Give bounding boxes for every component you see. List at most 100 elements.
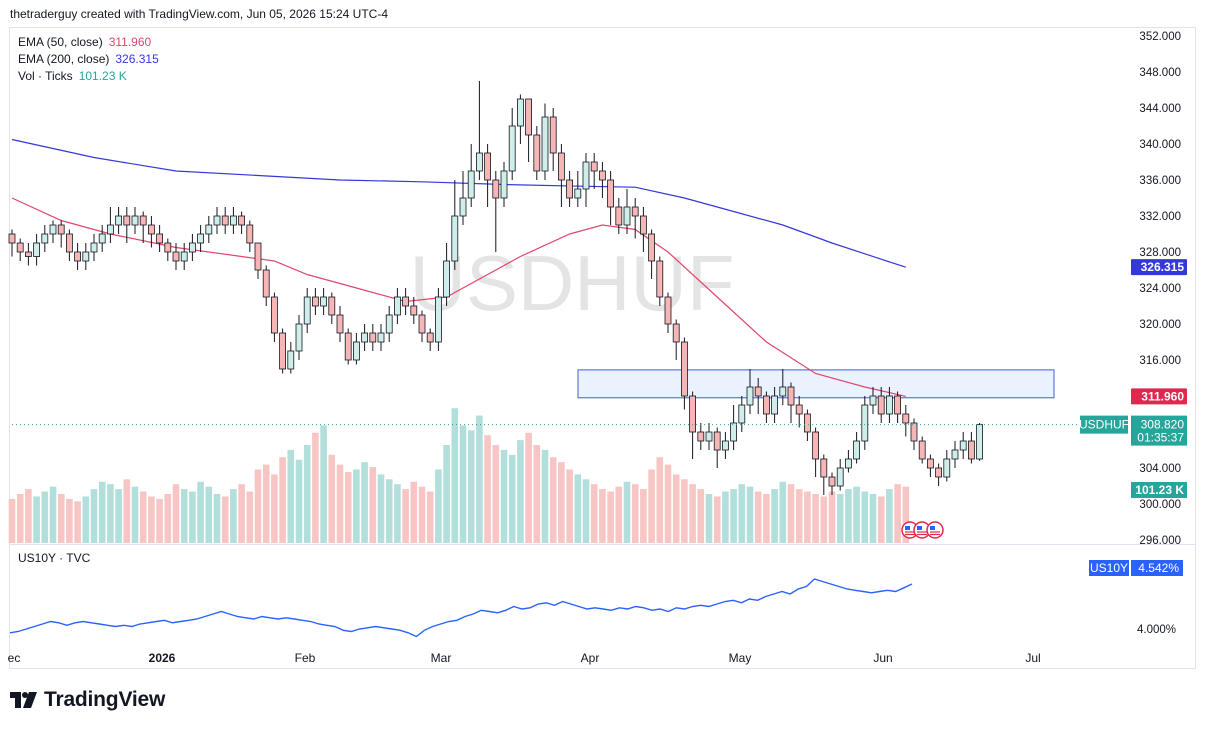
- candle-body: [508, 125, 516, 172]
- symbol-watermark: USDHUF: [410, 239, 735, 327]
- candle-body: [590, 161, 598, 172]
- y-tick-label: 336.000: [1139, 175, 1181, 187]
- candle: [779, 369, 787, 405]
- candle-body: [16, 242, 24, 253]
- volume-badge-bg: [1131, 482, 1187, 498]
- legend-volume-label: Vol · Ticks: [18, 69, 73, 83]
- candle-body: [771, 395, 778, 415]
- candle-body: [763, 395, 770, 415]
- candle: [492, 171, 500, 252]
- us10y-legend[interactable]: US10Y · TVC: [18, 551, 91, 565]
- volume-bar: [230, 489, 237, 543]
- candle: [517, 94, 524, 144]
- candle: [24, 243, 32, 266]
- volume-bar: [574, 474, 582, 543]
- candle-body: [976, 424, 983, 460]
- candle-body: [558, 152, 565, 181]
- candle-body: [434, 296, 442, 343]
- candle: [16, 238, 24, 261]
- candle-body: [959, 440, 967, 451]
- candle-body: [943, 458, 951, 478]
- volume-bar: [90, 489, 98, 543]
- volume-bar: [722, 491, 729, 543]
- candle: [533, 126, 541, 180]
- us-flag-event-icon[interactable]: [913, 521, 931, 539]
- candle: [861, 396, 869, 450]
- candle-body: [951, 449, 959, 460]
- candle-body: [393, 296, 401, 316]
- candle: [188, 234, 196, 261]
- candle: [722, 432, 729, 459]
- us-flag-event-icon[interactable]: [926, 521, 944, 539]
- x-tick-label: 2026: [149, 651, 176, 665]
- candle: [541, 103, 549, 180]
- y-tick-label: 332.000: [1139, 211, 1181, 223]
- volume-bar: [131, 486, 139, 543]
- candle: [845, 450, 852, 473]
- volume-bar: [262, 464, 270, 543]
- candle-body: [336, 314, 344, 334]
- candle: [886, 387, 893, 423]
- candle-body: [697, 431, 705, 442]
- symbol-badge-bg: [1080, 415, 1128, 434]
- candle: [664, 292, 672, 333]
- tradingview-logo[interactable]: TradingView: [10, 688, 165, 712]
- candle-body: [139, 215, 147, 226]
- candle: [713, 427, 721, 468]
- candle: [57, 220, 65, 248]
- us-flag-event-icon[interactable]: [901, 521, 919, 539]
- candle-body: [369, 332, 377, 343]
- candle-body: [918, 440, 926, 460]
- volume-bar: [738, 484, 746, 543]
- candle: [172, 243, 180, 270]
- candle: [459, 171, 467, 225]
- volume-badge: 101.23 K: [1131, 482, 1187, 498]
- candle-body: [33, 242, 40, 257]
- volume-bar: [599, 489, 606, 543]
- candle-body: [475, 152, 483, 172]
- candle: [754, 378, 762, 414]
- volume-bar: [426, 491, 434, 543]
- legend-volume[interactable]: Vol · Ticks 101.23 K: [18, 68, 159, 85]
- candle-body: [311, 296, 319, 307]
- volume-bar: [549, 457, 557, 543]
- candle: [451, 180, 459, 270]
- candle: [361, 324, 369, 351]
- volume-bar: [517, 440, 524, 543]
- us10y-line: [9, 578, 913, 638]
- candle: [631, 198, 639, 239]
- candle-body: [287, 350, 295, 370]
- candle-body: [131, 215, 139, 226]
- candle: [254, 242, 262, 279]
- candle-body: [836, 467, 844, 487]
- resistance-zone[interactable]: [577, 369, 1055, 399]
- y-tick-label: 340.000: [1139, 139, 1181, 151]
- candle: [910, 418, 918, 450]
- candle: [443, 243, 451, 306]
- candle-body: [828, 476, 836, 487]
- candle-body: [845, 458, 852, 469]
- candle-body: [385, 314, 393, 334]
- volume-bar: [754, 491, 762, 543]
- legend-ema50-label: EMA (50, close): [18, 35, 103, 49]
- volume-bar: [476, 415, 483, 543]
- candle: [607, 171, 614, 225]
- volume-bar: [771, 489, 778, 543]
- candle-body: [738, 404, 746, 424]
- volume-bar: [795, 489, 803, 543]
- candle: [820, 454, 828, 495]
- candle-body: [525, 98, 532, 136]
- volume-bar: [287, 449, 295, 543]
- candle: [369, 324, 377, 351]
- candle: [295, 315, 303, 360]
- legend-ema50[interactable]: EMA (50, close) 311.960: [18, 34, 159, 51]
- candle: [508, 108, 516, 180]
- legend-ema200[interactable]: EMA (200, close) 326.315: [18, 51, 159, 68]
- volume-bar: [238, 484, 245, 543]
- candle: [328, 292, 336, 324]
- candle: [648, 229, 655, 279]
- candle-body: [730, 422, 737, 442]
- ema50-line: [11, 197, 906, 397]
- volume-bar: [631, 484, 639, 543]
